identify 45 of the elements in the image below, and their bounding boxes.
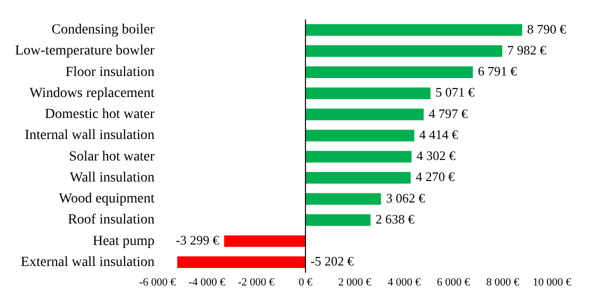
y-tick-label: Wood equipment: [58, 192, 155, 207]
data-label: 3 062 €: [386, 190, 426, 206]
x-tick-label: -4 000 €: [188, 276, 226, 288]
bar: [305, 193, 381, 205]
y-tick-label: External wall insulation: [20, 254, 155, 270]
data-label: 2 638 €: [376, 211, 416, 226]
data-label: 6 791 €: [478, 64, 518, 79]
data-label: -5 202 €: [310, 254, 354, 269]
bar: [177, 256, 306, 268]
x-tick-label: 8 000 €: [486, 276, 520, 288]
x-tick-label: 0 €: [298, 276, 313, 288]
x-tick-label: 2 000 €: [338, 276, 372, 288]
data-label: -3 299 €: [176, 232, 220, 248]
data-label: 4 302 €: [416, 148, 456, 164]
y-tick-label: Internal wall insulation: [24, 128, 155, 144]
y-tick-label: Condensing boiler: [52, 22, 155, 38]
bar: [305, 24, 522, 36]
data-label: 7 982 €: [507, 42, 547, 58]
y-tick-label: Windows replacement: [30, 86, 155, 101]
bar: [305, 214, 371, 226]
bar: [224, 235, 306, 247]
bar: [305, 108, 424, 120]
y-tick-label: Roof insulation: [68, 212, 155, 228]
y-tick-label: Floor insulation: [65, 64, 155, 80]
y-tick-label: Heat pump: [92, 234, 155, 249]
x-tick-label: 4 000 €: [388, 276, 422, 288]
data-label: 8 790 €: [527, 21, 567, 36]
x-tick-label: 10 000 €: [532, 276, 572, 288]
bar: [305, 45, 502, 57]
bar: [305, 130, 414, 142]
data-label: 4 414 €: [419, 126, 459, 142]
x-tick-label: 6 000 €: [436, 276, 470, 288]
x-tick-label: -6 000 €: [139, 276, 176, 288]
data-label: 4 270 €: [416, 169, 456, 184]
y-tick-label: Solar hot water: [69, 149, 155, 164]
y-tick-label: Domestic hot water: [44, 107, 155, 122]
bar: [305, 66, 473, 78]
data-label: 4 797 €: [428, 106, 468, 121]
bar: [305, 150, 412, 162]
y-tick-label: Low-temperature bowler: [14, 44, 155, 59]
x-tick-label: -2 000 €: [238, 276, 275, 288]
data-label: 5 071 €: [435, 84, 475, 100]
bar: [305, 172, 411, 184]
bar: [305, 88, 430, 100]
y-tick-label: Wall insulation: [70, 170, 155, 186]
